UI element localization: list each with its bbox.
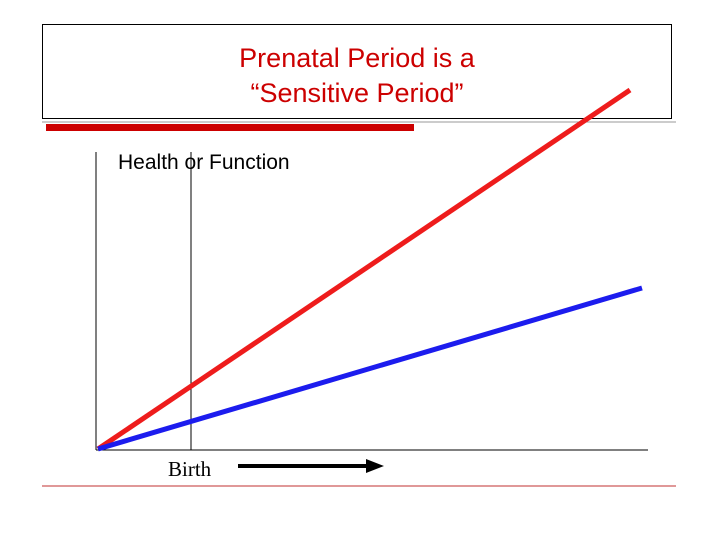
red-line — [96, 87, 632, 452]
birth-label: Birth — [168, 457, 212, 481]
title-line-1: Prenatal Period is a — [239, 43, 475, 73]
blue-line — [97, 285, 643, 452]
y-axis-label: Health or Function — [118, 151, 290, 174]
title-line-2: “Sensitive Period” — [250, 78, 464, 108]
arrow-head-icon — [366, 459, 384, 473]
title-box: Prenatal Period is a “Sensitive Period” — [42, 24, 672, 119]
title-accent-bar — [46, 124, 414, 131]
